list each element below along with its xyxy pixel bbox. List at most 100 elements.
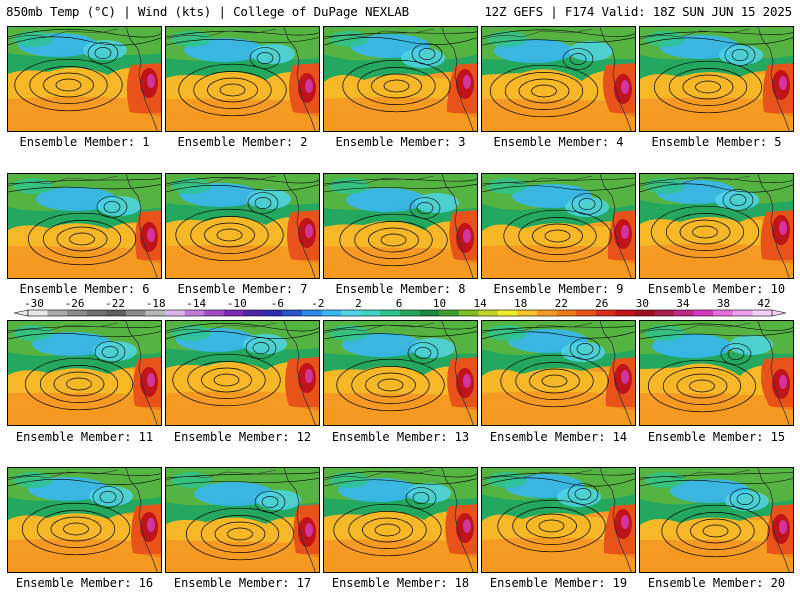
ensemble-map-panel [7, 26, 162, 132]
temperature-field-map [324, 27, 477, 131]
ensemble-map-panel [639, 26, 794, 132]
colorbar-tick-label: -14 [186, 297, 207, 310]
colorbar-tick-label: 10 [432, 297, 447, 310]
ensemble-map-panel [165, 320, 320, 426]
colorbar-segment [556, 310, 577, 316]
temperature-field-map [482, 321, 635, 425]
ensemble-map-panel [323, 320, 478, 426]
ensemble-map-panel [165, 467, 320, 573]
temperature-field-map [640, 27, 793, 131]
temperature-field-map [166, 321, 319, 425]
colorbar-segment [243, 310, 264, 316]
colorbar-segment [497, 310, 518, 316]
ensemble-map-panel [165, 173, 320, 279]
colorbar-tick-label: 42 [757, 297, 771, 310]
colorbar-segment [693, 310, 714, 316]
colorbar-segment [576, 310, 597, 316]
ensemble-map-panel [323, 467, 478, 573]
colorbar-segment [517, 310, 538, 316]
colorbar-tick-label: 6 [395, 297, 403, 310]
colorbar-segment [439, 310, 460, 316]
ensemble-member-label: Ensemble Member: 19 [489, 576, 628, 590]
chart-title: 850mb Temp (°C) | Wind (kts) | College o… [6, 4, 409, 19]
ensemble-member-label: Ensemble Member: 13 [331, 430, 470, 444]
colorbar-right-arrow [771, 309, 787, 317]
colorbar-segment [341, 310, 362, 316]
ensemble-member-label: Ensemble Member: 10 [647, 282, 786, 296]
colorbar-segment [360, 310, 381, 316]
temperature-field-map [166, 27, 319, 131]
colorbar-segment [634, 310, 655, 316]
ensemble-map-panel [165, 26, 320, 132]
temperature-field-map [8, 468, 161, 572]
ensemble-member-label: Ensemble Member: 8 [335, 282, 466, 296]
colorbar-tick-label: 34 [676, 297, 690, 310]
colorbar-segment [282, 310, 303, 316]
colorbar-segment [380, 310, 401, 316]
colorbar-segment [86, 310, 107, 316]
ensemble-map-panel [639, 320, 794, 426]
ensemble-map-panel [481, 173, 636, 279]
temperature-field-map [324, 174, 477, 278]
colorbar-tick-label: 2 [355, 297, 362, 310]
colorbar-tick-label: 14 [473, 297, 487, 310]
ensemble-member-label: Ensemble Member: 5 [651, 135, 782, 149]
colorbar-segment [184, 310, 205, 316]
ensemble-member-label: Ensemble Member: 2 [177, 135, 308, 149]
temperature-field-map [324, 468, 477, 572]
colorbar-tick-label: 30 [635, 297, 649, 310]
ensemble-map-panel [481, 26, 636, 132]
colorbar-tick-label: -6 [270, 297, 284, 310]
colorbar-segment [106, 310, 127, 316]
colorbar-tick-label: -22 [105, 297, 126, 310]
ensemble-member-label: Ensemble Member: 12 [173, 430, 312, 444]
temperature-field-map [640, 321, 793, 425]
ensemble-member-label: Ensemble Member: 20 [647, 576, 786, 590]
colorbar-segment [419, 310, 440, 316]
ensemble-member-label: Ensemble Member: 17 [173, 576, 312, 590]
temperature-field-map [166, 174, 319, 278]
colorbar-tick-label: 38 [716, 297, 731, 310]
colorbar-tick-label: -10 [226, 297, 247, 310]
temperature-field-map [482, 174, 635, 278]
ensemble-map-panel [639, 173, 794, 279]
colorbar-segment [615, 310, 636, 316]
temperature-field-map [8, 321, 161, 425]
colorbar-segment [262, 310, 283, 316]
colorbar-segment [204, 310, 225, 316]
temperature-field-map [640, 468, 793, 572]
ensemble-member-label: Ensemble Member: 14 [489, 430, 628, 444]
ensemble-map-panel [639, 467, 794, 573]
temperature-field-map [166, 468, 319, 572]
colorbar-segment [752, 310, 773, 316]
temperature-field-map [8, 174, 161, 278]
ensemble-member-label: Ensemble Member: 7 [177, 282, 308, 296]
ensemble-member-label: Ensemble Member: 1 [19, 135, 150, 149]
temperature-colorbar [13, 309, 787, 317]
ensemble-member-label: Ensemble Member: 3 [335, 135, 466, 149]
ensemble-map-panel [7, 173, 162, 279]
colorbar-segment [67, 310, 88, 316]
ensemble-member-label: Ensemble Member: 6 [19, 282, 150, 296]
colorbar-tick-label: -2 [311, 297, 325, 310]
colorbar-segment [595, 310, 616, 316]
ensemble-map-panel [481, 320, 636, 426]
colorbar-segment [732, 310, 753, 316]
colorbar-segment [145, 310, 166, 316]
ensemble-map-panel [323, 26, 478, 132]
colorbar-segment [400, 310, 420, 316]
colorbar-tick-label: 26 [595, 297, 609, 310]
colorbar-left-arrow [13, 309, 29, 317]
colorbar-tick-label: -18 [145, 297, 166, 310]
ensemble-map-panel [7, 320, 162, 426]
colorbar-segment [654, 310, 675, 316]
ensemble-member-label: Ensemble Member: 16 [15, 576, 154, 590]
ensemble-member-label: Ensemble Member: 18 [331, 576, 470, 590]
colorbar-segment [321, 310, 342, 316]
colorbar-tick-label: 22 [554, 297, 568, 310]
colorbar-segment [302, 310, 322, 316]
colorbar-segment [223, 310, 244, 316]
temperature-field-map [482, 27, 635, 131]
colorbar-segment [537, 310, 557, 316]
temperature-field-map [640, 174, 793, 278]
